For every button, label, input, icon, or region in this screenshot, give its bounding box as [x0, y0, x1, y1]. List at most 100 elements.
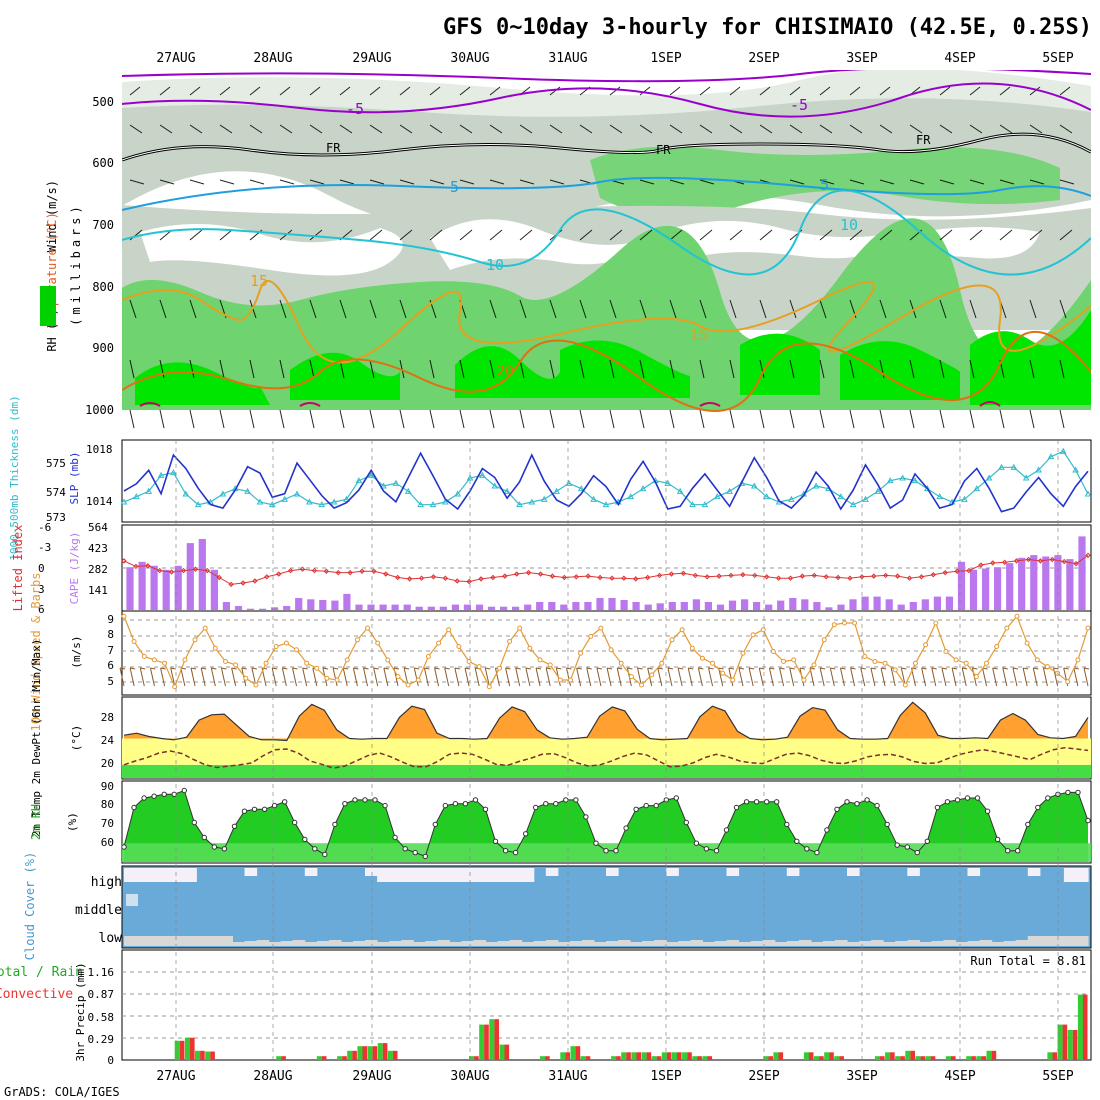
lifted-index-point: [406, 576, 413, 582]
cape-bar: [994, 567, 1002, 610]
rh-tick: 60: [101, 836, 114, 849]
rh-point: [824, 827, 830, 833]
low-cloud-block: [822, 941, 836, 946]
wind-barb: [576, 667, 582, 687]
wind-barb: [200, 667, 207, 687]
high-cloud-block: [509, 868, 523, 882]
lifted-index-point: [811, 572, 817, 579]
wind-speed-point: [679, 627, 685, 633]
high-cloud-block: [437, 868, 450, 882]
rh-point: [292, 819, 298, 826]
wind-barb: [1083, 667, 1090, 687]
wind-speed-point: [994, 644, 1000, 649]
wind-barb: [271, 667, 278, 687]
wind-speed-point: [933, 620, 939, 626]
wind-speed-point: [943, 649, 949, 654]
wind-speed-point: [425, 654, 431, 659]
cape-bar: [524, 604, 532, 610]
precip-convective-bar: [768, 1056, 773, 1060]
contour-label: -5: [346, 100, 364, 118]
precip-total-bar: [631, 1052, 637, 1060]
precip-tick: 0.29: [88, 1033, 115, 1046]
rh-point: [452, 801, 459, 807]
thickness-point: [306, 498, 313, 505]
precip-convective-bar: [392, 1050, 398, 1060]
cape-bar: [1030, 555, 1038, 610]
low-cloud-block: [847, 942, 860, 946]
precip-total-bar: [367, 1046, 373, 1060]
lifted-index-point: [347, 569, 353, 576]
rh-point: [603, 848, 609, 854]
cape-bar: [162, 569, 170, 610]
wind-speed-point: [324, 675, 330, 681]
contour-label: FR: [916, 133, 931, 147]
lifted-index-point: [894, 573, 901, 579]
low-cloud-block: [377, 942, 390, 946]
contour-label: 10: [840, 216, 858, 234]
precip-total-bar: [1067, 1030, 1073, 1060]
cape-bar: [801, 599, 809, 610]
high-cloud-block: [521, 868, 535, 882]
rh-point: [934, 804, 941, 811]
rh-point: [683, 819, 689, 826]
low-cloud-block: [172, 936, 185, 946]
wind-barb: [190, 667, 197, 687]
wind-speed-point: [1065, 679, 1071, 685]
wind-speed-point: [354, 637, 360, 643]
wind-speed-point: [801, 677, 807, 683]
thickness-point: [763, 493, 771, 500]
wind-speed-point: [578, 650, 584, 656]
wind-barb: [728, 667, 734, 687]
thickness-point: [837, 493, 845, 500]
lifted-index-point: [692, 572, 698, 579]
low-cloud-block: [690, 940, 703, 946]
lifted-index-point: [740, 572, 746, 578]
low-cloud-block: [798, 940, 812, 946]
cape-bar: [692, 599, 700, 610]
cape-tick: 141: [88, 584, 108, 597]
precip-total-bar: [763, 1056, 769, 1060]
wind-barb: [545, 667, 552, 687]
low-cloud-block: [196, 936, 209, 946]
low-cloud-block: [353, 941, 366, 946]
lifted-index-point: [252, 578, 258, 584]
low-cloud-block: [606, 941, 619, 946]
precip-total-bar: [641, 1052, 647, 1060]
precip-convective-bar: [474, 1056, 479, 1060]
wind-speed-point: [344, 657, 350, 663]
lifted-index-line: [123, 554, 1089, 585]
cape-bar: [596, 598, 604, 610]
wind-speed-point: [1034, 657, 1040, 663]
date-label-top: 29AUG: [352, 51, 391, 66]
cape-bar: [475, 604, 484, 610]
rh-point: [713, 848, 720, 854]
lifted-index-point: [287, 567, 294, 574]
pressure-tick: 1000: [85, 403, 114, 417]
lifted-index-point: [418, 575, 425, 581]
wind-speed-point: [131, 639, 137, 644]
precip-total-bar: [499, 1044, 505, 1060]
rh-point: [342, 801, 348, 807]
wind-speed-point: [283, 640, 289, 646]
lifted-index-point: [573, 574, 579, 580]
wind-speed-point: [192, 637, 198, 643]
precip-convective-bar: [362, 1046, 368, 1060]
lifted-index-point: [311, 567, 318, 574]
wind-barb: [423, 667, 430, 687]
wind-barb: [373, 667, 379, 687]
lifted-index-point: [597, 574, 603, 581]
thickness-point: [429, 501, 437, 508]
low-cloud-block: [1051, 936, 1065, 946]
cape-bar: [439, 606, 447, 610]
wind-barb: [444, 667, 450, 687]
cape-bar: [343, 593, 351, 610]
rh-point: [944, 799, 951, 805]
wind-barb: [342, 667, 349, 687]
wind-speed-point: [1024, 640, 1030, 646]
wind-barb: [829, 667, 836, 687]
wind-speed-point: [273, 644, 279, 649]
thickness-point: [293, 490, 301, 497]
precip-total-bar: [387, 1050, 393, 1060]
rh-point: [854, 801, 860, 807]
wind-speed-point: [486, 684, 492, 690]
